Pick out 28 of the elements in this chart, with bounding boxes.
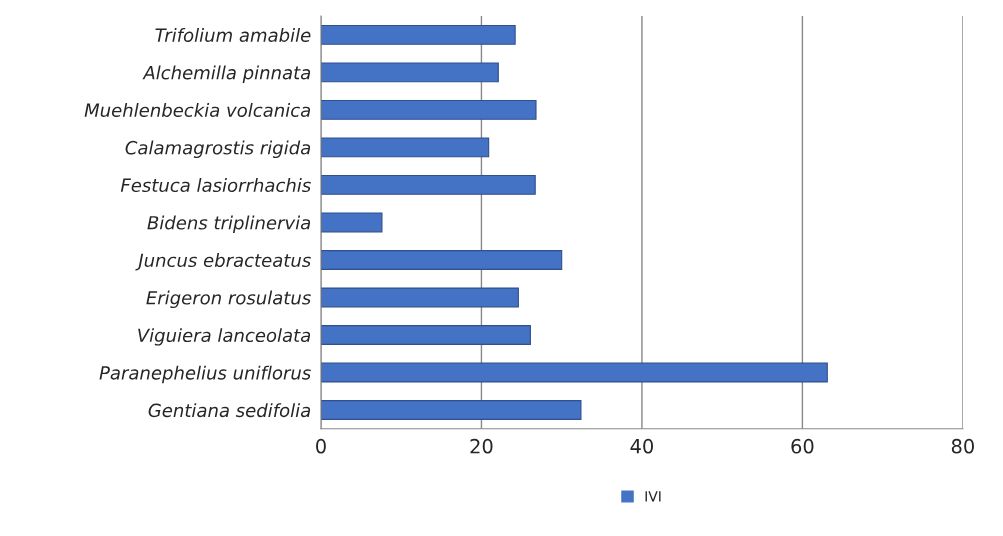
y-tick-label: Gentiana sedifolia (148, 403, 311, 418)
bar (320, 212, 383, 233)
y-tick-label: Paranephelius uniflorus (99, 365, 311, 384)
bar (320, 174, 536, 195)
y-tick-label: Erigeron rosulatus (146, 290, 311, 309)
bar (320, 99, 537, 120)
bar (320, 362, 828, 383)
bar (320, 24, 516, 45)
x-tick-label: 80 (951, 438, 974, 454)
y-tick-label: Calamagrostis rigida (125, 140, 311, 159)
x-tick-label: 0 (316, 438, 326, 454)
bar (320, 137, 490, 158)
x-tick-label: 40 (630, 438, 653, 454)
bar (320, 325, 531, 345)
legend-label: IVI (645, 491, 661, 502)
bar (320, 62, 499, 83)
y-tick-label: Alchemilla pinnata (142, 65, 311, 83)
bar (320, 287, 519, 308)
y-tick-label: Viguiera lanceolata (138, 328, 311, 346)
y-tick-label: Trifolium amabile (155, 27, 311, 42)
x-tick-label: 20 (470, 438, 493, 454)
bar (320, 250, 563, 270)
y-tick-label: Juncus ebracteatus (135, 253, 311, 271)
y-tick-label: Festuca lasiorrhachis (120, 178, 311, 193)
y-tick-label: Bidens triplinervia (147, 215, 311, 234)
x-tick-label: 60 (791, 438, 814, 454)
y-tick-label: Muehlenbeckia volcanica (84, 103, 311, 117)
bar (320, 400, 582, 420)
